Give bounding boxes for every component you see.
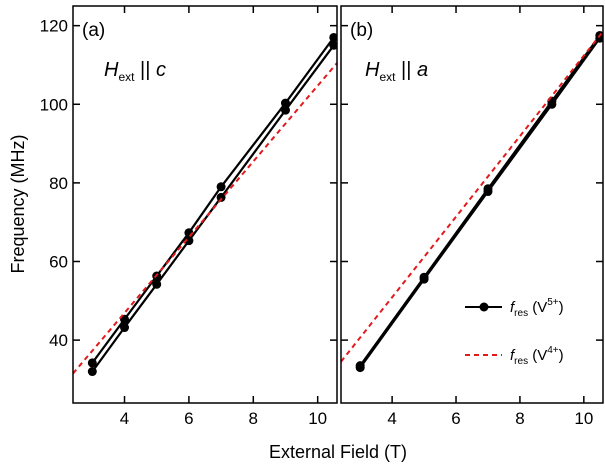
panel-b-frame xyxy=(340,5,604,404)
panel-a-series-1-point xyxy=(280,105,290,115)
panel-a-y-ticks: 40 60 80 100 120 xyxy=(40,17,337,350)
panel-b-series-1-point xyxy=(595,33,603,43)
panel-a-series-1-point xyxy=(216,192,226,202)
panel-a-series-0-point xyxy=(329,32,337,42)
panel-a-data xyxy=(73,32,337,377)
panel-b-x-tick-label: 4 xyxy=(387,409,396,428)
panel-a-series-1-point xyxy=(184,236,194,246)
panel-b-label: (b) xyxy=(350,20,373,41)
panel-b-series-1-point xyxy=(419,274,429,284)
panel-b-series-1-line xyxy=(359,37,601,369)
panel-a-series-0-point xyxy=(216,182,226,192)
panel-a-y-tick-label: 60 xyxy=(49,252,68,271)
panel-b-series-1-point xyxy=(547,99,557,109)
panel-a-y-tick-label: 100 xyxy=(40,95,68,114)
panel-a-x-tick-label: 6 xyxy=(184,409,193,428)
panel-a-y-tick-label: 120 xyxy=(40,17,68,36)
panel-a-series-1-point xyxy=(87,367,97,377)
panel-a-series-1-point xyxy=(120,323,130,333)
legend: fres (V5+) fres (V4+) xyxy=(465,297,564,367)
panel-b-x-tick-label: 6 xyxy=(451,409,460,428)
panel-a-y-tick-label: 80 xyxy=(49,174,68,193)
panel-b-series-1-point xyxy=(355,363,365,373)
panel-a-label: (a) xyxy=(82,20,105,41)
panel-a-field-annotation: Hext || c xyxy=(104,59,166,84)
legend-label-v5: fres (V5+) xyxy=(510,297,564,319)
y-axis-title: Frequency (MHz) xyxy=(8,134,28,273)
panel-a: 4 6 8 10 40 60 80 100 120 (a) Hext || c xyxy=(40,5,338,428)
panel-a-x-ticks: 4 6 8 10 xyxy=(120,6,327,428)
panel-b-x-ticks: 4 6 8 10 xyxy=(387,6,593,428)
panel-a-x-tick-label: 10 xyxy=(308,409,327,428)
panel-a-x-tick-label: 8 xyxy=(249,409,258,428)
panel-a-series-2-dashed-line xyxy=(73,62,337,375)
panel-b: 4 6 8 10 (b) Hext || a fres (V5+) fres (V4+… xyxy=(340,5,604,428)
panel-b-series-1-point xyxy=(483,187,493,197)
panel-a-series-0-point xyxy=(280,98,290,108)
panel-a-x-tick-label: 4 xyxy=(120,409,129,428)
legend-marker-v5 xyxy=(479,302,489,312)
panel-b-x-tick-label: 8 xyxy=(515,409,524,428)
panel-b-x-tick-label: 10 xyxy=(574,409,593,428)
panel-a-series-0-line xyxy=(91,36,335,364)
panel-a-y-tick-label: 40 xyxy=(49,331,68,350)
panel-b-y-ticks xyxy=(341,24,603,341)
panel-a-series-1-point xyxy=(152,279,162,289)
panel-a-frame xyxy=(72,5,338,404)
panel-b-data xyxy=(341,30,603,373)
legend-label-v4: fres (V4+) xyxy=(510,345,564,367)
panel-b-series-2-dashed-line xyxy=(341,30,603,363)
x-axis-title: External Field (T) xyxy=(269,442,407,462)
panel-b-field-annotation: Hext || a xyxy=(365,59,428,84)
panel-a-series-1-point xyxy=(329,40,337,50)
panel-a-series-0-point xyxy=(87,358,97,368)
